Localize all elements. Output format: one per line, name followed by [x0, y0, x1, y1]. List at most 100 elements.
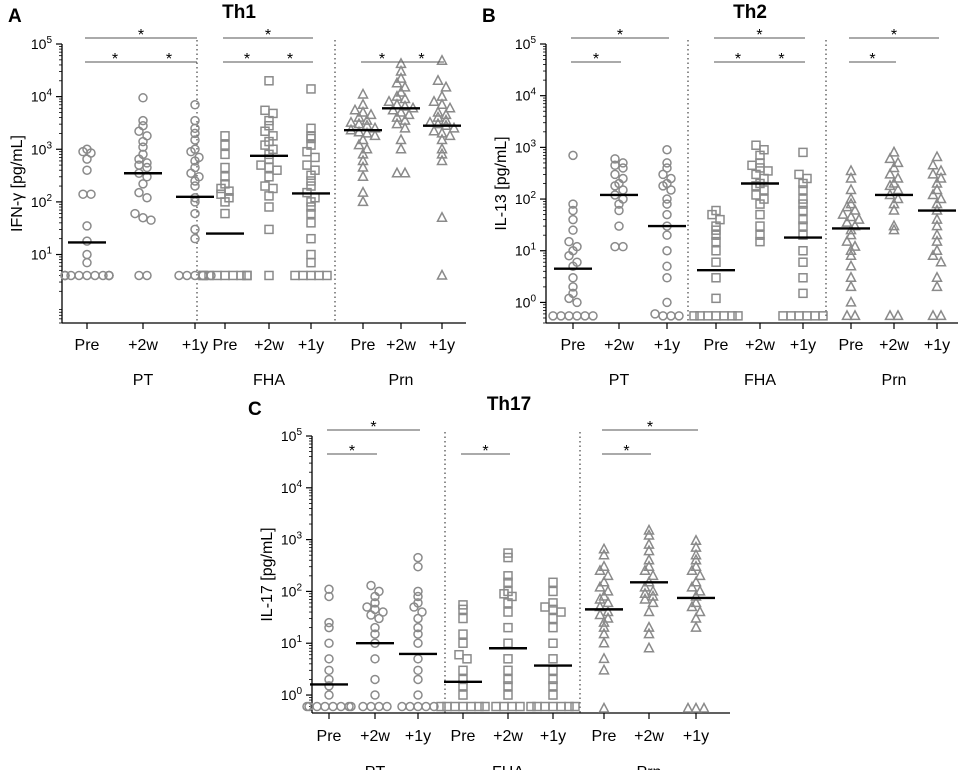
data-point-triangle: [349, 103, 361, 115]
data-point-circle: [320, 701, 330, 712]
data-point-square: [695, 311, 705, 321]
x-tick-label: +1y: [924, 337, 950, 354]
y-tick-label: 100: [515, 293, 537, 310]
data-point-triangle: [841, 200, 853, 212]
data-point-triangle: [436, 268, 448, 280]
data-point-triangle: [639, 592, 651, 604]
x-tick-label: Pre: [317, 728, 342, 745]
data-point-square: [540, 602, 550, 612]
data-point-circle: [382, 701, 392, 712]
data-point-circle: [413, 701, 423, 712]
x-tick-label: +2w: [254, 337, 284, 354]
antigen-label: Prn: [882, 372, 907, 389]
data-point-circle: [662, 230, 672, 240]
significance-star: *: [647, 419, 653, 436]
data-point-circle: [98, 270, 108, 281]
data-point-circle: [138, 179, 148, 189]
x-tick-label: Pre: [592, 728, 617, 745]
data-point-circle: [78, 189, 88, 199]
data-point-triangle: [602, 611, 614, 623]
x-tick-label: +2w: [604, 337, 634, 354]
data-point-circle: [568, 205, 578, 216]
data-point-circle: [618, 241, 628, 252]
data-point-square: [719, 311, 729, 321]
data-point-triangle: [845, 280, 857, 292]
data-point-circle: [610, 181, 620, 191]
data-point-square: [755, 221, 765, 231]
data-point-triangle: [391, 76, 403, 88]
data-point-triangle: [845, 244, 857, 255]
data-point-square: [548, 622, 558, 633]
data-point-triangle: [598, 701, 610, 713]
data-point-triangle: [884, 309, 896, 321]
data-point-circle: [186, 168, 196, 179]
data-point-triangle: [935, 255, 947, 267]
data-point-triangle: [353, 110, 365, 122]
data-point-square: [763, 166, 773, 176]
data-point-square: [242, 270, 252, 281]
data-point-triangle: [931, 219, 943, 231]
antigen-label: FHA: [744, 372, 776, 389]
data-point-circle: [82, 249, 92, 260]
data-point-circle: [397, 701, 407, 712]
data-point-triangle: [353, 138, 365, 150]
y-tick-label: 102: [515, 190, 537, 207]
data-point-square: [507, 701, 517, 712]
antigen-label: Prn: [389, 372, 414, 389]
data-point-circle: [568, 214, 578, 225]
data-point-circle: [82, 165, 92, 175]
data-point-triangle: [690, 611, 702, 623]
data-point-triangle: [598, 548, 610, 560]
data-point-triangle: [845, 259, 857, 271]
data-point-square: [798, 178, 808, 189]
x-tick-label: +2w: [360, 728, 390, 745]
data-point-square: [751, 190, 761, 200]
x-tick-label: +1y: [683, 728, 709, 745]
data-point-circle: [138, 212, 148, 223]
data-point-circle: [610, 154, 620, 164]
x-tick-label: Pre: [561, 337, 586, 354]
antigen-label: Prn: [637, 764, 662, 770]
data-point-circle: [142, 192, 152, 203]
data-point-circle: [328, 701, 338, 712]
data-point-triangle: [690, 701, 702, 713]
data-point-circle: [610, 160, 620, 171]
data-point-triangle: [643, 627, 655, 639]
data-point-square: [798, 221, 808, 231]
data-point-square: [711, 257, 721, 267]
data-point-circle: [324, 665, 334, 676]
y-tick-label: 105: [31, 35, 53, 52]
significance-star: *: [869, 51, 875, 68]
data-point-square: [711, 225, 721, 235]
data-point-square: [711, 311, 721, 321]
data-point-triangle: [884, 152, 896, 164]
data-point-circle: [662, 209, 672, 220]
data-point-circle: [556, 311, 566, 321]
data-point-circle: [413, 586, 423, 597]
data-point-circle: [324, 584, 334, 595]
data-point-circle: [413, 591, 423, 602]
data-point-circle: [588, 311, 598, 321]
data-point-square: [759, 185, 769, 195]
data-point-square: [798, 273, 808, 283]
data-point-square: [548, 638, 558, 648]
data-point-square: [480, 701, 490, 712]
data-point-square: [306, 170, 316, 181]
data-point-circle: [413, 654, 423, 664]
data-point-circle: [190, 176, 200, 186]
data-point-triangle: [927, 309, 939, 321]
data-point-square: [755, 199, 765, 209]
data-point-square: [220, 172, 230, 182]
data-point-square: [798, 199, 808, 209]
data-point-circle: [618, 185, 628, 195]
data-point-square: [442, 701, 452, 712]
data-point-square: [711, 236, 721, 247]
significance-star: *: [112, 51, 118, 68]
data-point-triangle: [892, 192, 904, 204]
data-point-triangle: [643, 553, 655, 565]
data-point-square: [260, 105, 270, 116]
data-point-triangle: [931, 235, 943, 246]
data-point-circle: [409, 602, 419, 612]
data-point-triangle: [682, 701, 694, 713]
data-point-circle: [134, 160, 144, 170]
